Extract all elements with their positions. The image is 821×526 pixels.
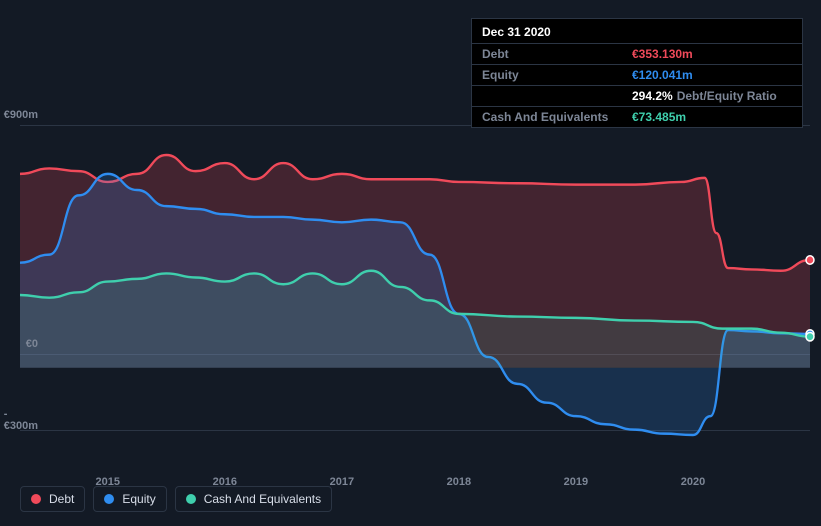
tooltip-label: Debt — [482, 47, 632, 61]
x-axis-label: 2017 — [330, 476, 354, 488]
series-end-marker — [806, 332, 814, 340]
legend-label: Cash And Equivalents — [204, 492, 321, 506]
tooltip-panel: Dec 31 2020 Debt€353.130mEquity€120.041m… — [471, 18, 803, 128]
x-axis-label: 2019 — [564, 476, 588, 488]
legend-item[interactable]: Equity — [93, 486, 166, 512]
x-axis-label: 2020 — [681, 476, 705, 488]
legend-item[interactable]: Debt — [20, 486, 85, 512]
tooltip-date: Dec 31 2020 — [472, 19, 802, 44]
legend-label: Equity — [122, 492, 155, 506]
y-axis-label: -€300m — [4, 408, 38, 432]
tooltip-row: Equity€120.041m — [472, 65, 802, 86]
legend: Debt Equity Cash And Equivalents — [20, 486, 332, 512]
tooltip-value: 294.2% — [632, 89, 673, 103]
tooltip-row: Cash And Equivalents€73.485m — [472, 107, 802, 127]
tooltip-label: Equity — [482, 68, 632, 82]
tooltip-row: 294.2% Debt/Equity Ratio — [472, 86, 802, 107]
legend-label: Debt — [49, 492, 74, 506]
chart-plot-area — [20, 120, 810, 470]
debt-equity-chart[interactable]: €900m€0-€300m 201520162017201820192020 — [20, 120, 810, 470]
x-axis-label: 2018 — [447, 476, 471, 488]
tooltip-value: €353.130m — [632, 47, 693, 61]
y-axis-label: €0 — [26, 338, 38, 350]
legend-dot-icon — [104, 494, 114, 504]
tooltip-row: Debt€353.130m — [472, 44, 802, 65]
tooltip-label: Cash And Equivalents — [482, 110, 632, 124]
tooltip-extra: Debt/Equity Ratio — [677, 89, 777, 103]
legend-dot-icon — [31, 494, 41, 504]
legend-item[interactable]: Cash And Equivalents — [175, 486, 332, 512]
series-end-marker — [806, 256, 814, 264]
tooltip-value: €120.041m — [632, 68, 693, 82]
legend-dot-icon — [186, 494, 196, 504]
tooltip-value: €73.485m — [632, 110, 686, 124]
y-axis-label: €900m — [4, 109, 38, 121]
